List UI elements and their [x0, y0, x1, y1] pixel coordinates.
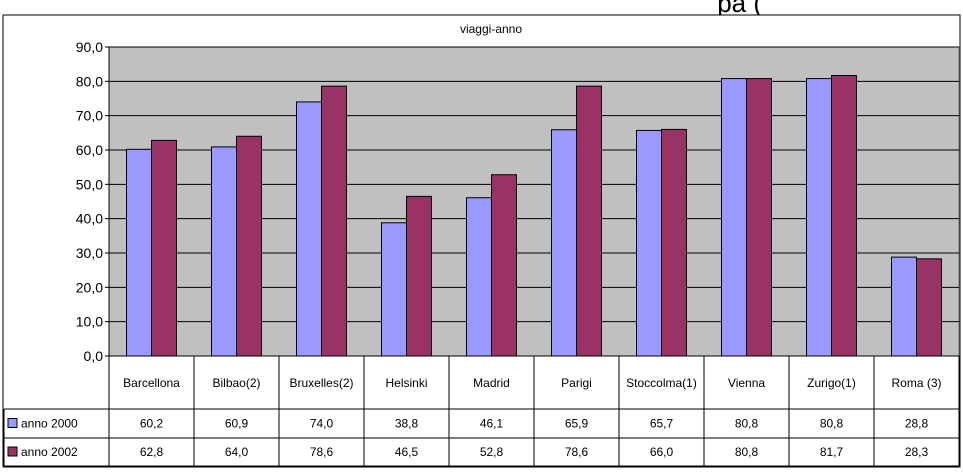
data-label: 60,2 — [140, 417, 164, 431]
y-tick-label: 70,0 — [76, 108, 103, 124]
category-label: Bruxelles(2) — [289, 376, 353, 390]
bar-anno-2002 — [236, 135, 262, 357]
data-label: 65,7 — [650, 417, 674, 431]
bar-anno-2000 — [466, 197, 492, 357]
y-tick-label: 20,0 — [76, 279, 103, 295]
data-label: 74,0 — [310, 417, 334, 431]
y-tick-label: 10,0 — [76, 314, 103, 330]
bar-anno-2000 — [721, 78, 747, 357]
chart-title: viaggi-anno — [460, 22, 522, 36]
category-label: Helsinki — [385, 376, 427, 390]
data-label: 38,8 — [395, 417, 419, 431]
bar-anno-2002 — [746, 78, 772, 357]
bar-anno-2000 — [126, 148, 152, 357]
data-label: 64,0 — [225, 445, 249, 459]
bar-anno-2000 — [381, 222, 407, 357]
data-label: 46,5 — [395, 445, 419, 459]
data-label: 65,9 — [565, 417, 589, 431]
data-label: 62,8 — [140, 445, 164, 459]
header-fragment: pa ( — [717, 0, 762, 18]
bar-anno-2000 — [296, 101, 322, 357]
y-tick-label: 80,0 — [76, 73, 103, 89]
data-label: 78,6 — [310, 445, 334, 459]
legend-label: anno 2000 — [21, 417, 78, 431]
bar-anno-2000 — [636, 129, 662, 357]
y-tick-label: 0,0 — [84, 348, 104, 364]
y-tick-label: 60,0 — [76, 142, 103, 158]
bar-anno-2002 — [151, 139, 177, 357]
bar-anno-2000 — [891, 256, 917, 357]
bar-anno-2002 — [576, 85, 602, 357]
category-label: Madrid — [473, 376, 510, 390]
category-label: Parigi — [561, 376, 592, 390]
y-tick-label: 30,0 — [76, 245, 103, 261]
bar-anno-2002 — [406, 195, 432, 357]
legend-key — [7, 446, 18, 457]
category-label: Stoccolma(1) — [626, 376, 697, 390]
legend-label: anno 2002 — [21, 445, 78, 459]
data-label: 80,8 — [735, 445, 759, 459]
category-label: Vienna — [728, 376, 765, 390]
bar-anno-2002 — [321, 85, 347, 357]
data-label: 66,0 — [650, 445, 674, 459]
legend-key — [7, 418, 18, 428]
bar-anno-2002 — [661, 128, 687, 357]
data-label: 80,8 — [820, 417, 844, 431]
category-label: Roma (3) — [891, 376, 941, 390]
data-label: 28,8 — [905, 417, 929, 431]
data-label: 80,8 — [735, 417, 759, 431]
y-tick-label: 90,0 — [76, 39, 103, 55]
data-label: 81,7 — [820, 445, 844, 459]
data-label: 52,8 — [480, 445, 504, 459]
bar-anno-2000 — [551, 129, 577, 357]
category-label: Barcellona — [123, 376, 180, 390]
data-label: 46,1 — [480, 417, 504, 431]
y-tick-label: 50,0 — [76, 176, 103, 192]
category-label: Zurigo(1) — [807, 376, 856, 390]
bar-anno-2002 — [916, 258, 942, 357]
bar-anno-2000 — [806, 78, 832, 357]
bar-anno-2002 — [491, 174, 517, 357]
y-tick-label: 40,0 — [76, 211, 103, 227]
bar-anno-2000 — [211, 146, 237, 357]
bar-anno-2002 — [831, 74, 857, 357]
data-label: 60,9 — [225, 417, 249, 431]
data-label: 78,6 — [565, 445, 589, 459]
category-label: Bilbao(2) — [212, 376, 260, 390]
data-label: 28,3 — [905, 445, 929, 459]
